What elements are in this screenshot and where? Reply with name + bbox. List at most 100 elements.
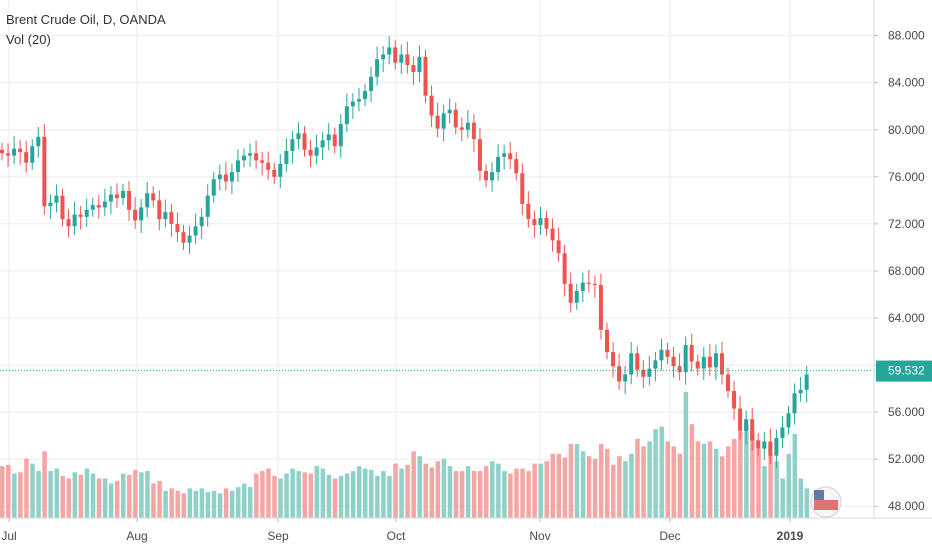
volume-bar [586,456,592,518]
volume-bar [108,483,114,518]
volume-bar [732,438,737,518]
last-price-label: 59.532 [888,364,925,378]
candle-body [375,59,380,77]
candle-body [308,149,313,156]
volume-bar [780,478,785,518]
candle-body [338,123,343,147]
time-axis[interactable]: Jul Aug Sep Oct Nov Dec 2019 [1,518,804,543]
volume-bar [544,461,549,518]
candle-body [229,172,234,182]
candle-body [477,139,482,171]
price-tick-label: 88.000 [888,29,925,43]
volume-bar [90,473,96,518]
price-tick-label: 72.000 [888,217,925,231]
time-tick-label: Jul [1,529,16,543]
candle-body [102,201,107,208]
candle-body [272,169,277,177]
candle-body [121,190,125,198]
volume-bar [223,488,229,518]
candle-body [804,374,809,390]
volume-bar [248,487,253,518]
volume-bar [387,476,392,518]
candle-body [0,149,4,154]
volume-bar [114,480,120,518]
volume-bar [798,478,804,518]
volume-bar [266,468,271,518]
candle-body [653,360,658,369]
volume-bar [139,472,144,518]
symbol-title[interactable]: Brent Crude Oil, D, OANDA [6,12,166,27]
volume-bar [24,458,29,518]
volume-bar [284,473,289,518]
volume-bar [217,493,223,518]
last-price-tag: 59.532 [876,360,932,382]
volume-bar [405,464,410,518]
candle-body [780,427,785,438]
volume-bar [332,478,338,518]
volume-bar [320,468,326,518]
volume-bar [707,441,713,518]
candle-body [127,190,132,210]
candle-body [617,366,622,382]
candle-body [157,200,162,220]
volume-bar [72,472,78,518]
candle-body [465,122,470,130]
volume-bar [235,487,241,518]
candle-body [586,282,591,284]
volume-bar [514,468,519,518]
volume-bar [768,453,773,518]
candle-body [713,353,718,368]
candle-body [459,127,464,130]
volume-bar [713,448,719,518]
volume-bar [453,471,459,518]
candle-body [798,389,803,394]
candle-body [526,203,531,220]
candle-body [671,356,676,367]
candle-body [496,156,501,173]
candle-body [90,205,95,210]
volume-bar [211,490,217,518]
volume-indicator-label[interactable]: Vol (20) [6,32,51,47]
volume-bar [538,463,543,518]
volume-bar [502,471,507,518]
volume-bar [102,478,108,518]
volume-bar [121,473,126,518]
candle-body [447,109,452,114]
watermark-logo [810,486,842,518]
volume-bar [302,472,307,518]
price-tick-label: 56.000 [888,405,925,419]
candle-body [66,219,71,227]
volume-bar [145,471,150,518]
volume-bar [774,461,779,518]
volume-bar [459,471,465,518]
volume-bar [786,453,791,518]
candle-body [611,352,616,367]
volume-bar [18,472,23,518]
volume-bar [272,476,277,518]
volume-bar [726,446,731,518]
candle-body [677,366,682,373]
candle-body [235,160,240,173]
volume-bar [84,468,90,518]
chart-legend: Brent Crude Oil, D, OANDA Vol (20) [6,10,166,50]
candle-body [108,194,113,202]
volume-bar [429,467,435,518]
price-tick-label: 68.000 [888,264,925,278]
candle-body [363,90,367,100]
candle-body [60,195,65,220]
volume-bar [490,461,495,518]
volume-bar [665,441,670,518]
candle-body [254,153,259,161]
volume-bar [484,466,489,518]
candle-body [756,440,761,449]
volume-bar [635,438,640,518]
candle-body [223,174,228,182]
volume-bar [756,448,761,518]
volume-bar [12,473,17,518]
candle-body [30,146,35,163]
candle-body [114,194,119,198]
volume-bar [375,476,380,518]
candle-body [12,148,17,156]
